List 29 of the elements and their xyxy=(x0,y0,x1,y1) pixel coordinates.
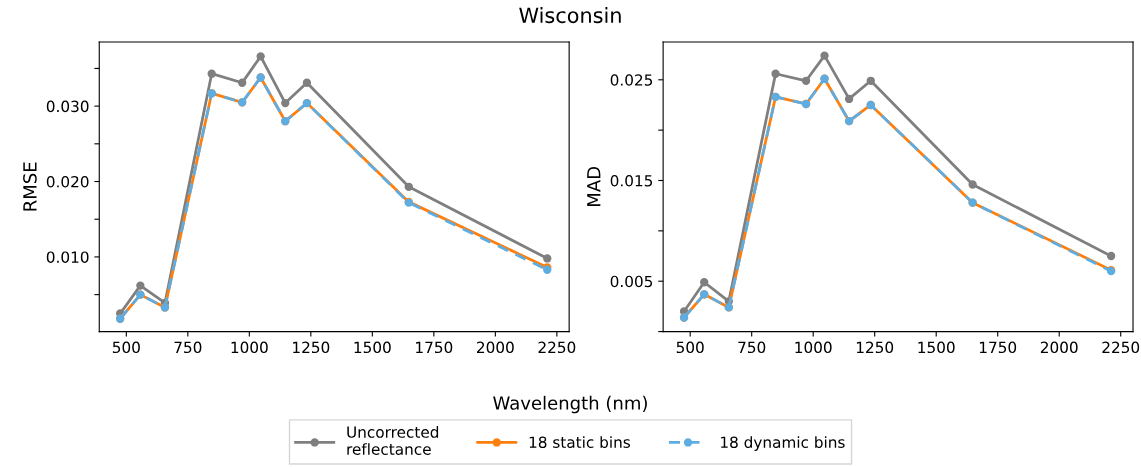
y-axis-title: MAD xyxy=(587,166,601,206)
y-tick-label: 0.025 xyxy=(610,74,653,86)
y-tick-label: 0.010 xyxy=(46,251,89,263)
x-tick-label: 750 xyxy=(174,341,202,354)
x-tick-label: 1500 xyxy=(354,341,391,354)
y-tick-label: 0.005 xyxy=(610,275,653,288)
y-tick-label: 0.015 xyxy=(610,174,653,187)
x-tick-label: 2250 xyxy=(1102,341,1140,354)
y-tick-label: 0.030 xyxy=(46,100,89,113)
legend-label: 18 dynamic bins xyxy=(721,436,845,451)
chart-title: Wisconsin xyxy=(519,7,621,24)
x-tick-label: 1750 xyxy=(979,341,1017,354)
x-tick-label: 750 xyxy=(738,341,766,354)
x-tick-label: 2250 xyxy=(538,341,576,354)
legend-label: 18 static bins xyxy=(529,436,631,448)
legend-label: Uncorrected reflectance xyxy=(347,426,439,455)
x-tick-label: 1500 xyxy=(918,341,955,354)
x-tick-label: 1000 xyxy=(795,341,832,354)
y-axis-title: RMSE xyxy=(23,162,37,211)
x-tick-label: 1750 xyxy=(416,341,453,354)
x-tick-label: 2000 xyxy=(1040,341,1078,354)
y-tick-label: 0.020 xyxy=(46,175,89,188)
x-axis-title: Wavelength (nm) xyxy=(493,395,647,414)
x-tick-label: 1000 xyxy=(231,341,268,354)
x-tick-label: 2000 xyxy=(477,341,514,354)
x-tick-label: 500 xyxy=(112,341,140,354)
x-tick-label: 1250 xyxy=(856,341,894,354)
x-tick-label: 1250 xyxy=(293,341,330,354)
x-tick-label: 500 xyxy=(676,341,704,354)
